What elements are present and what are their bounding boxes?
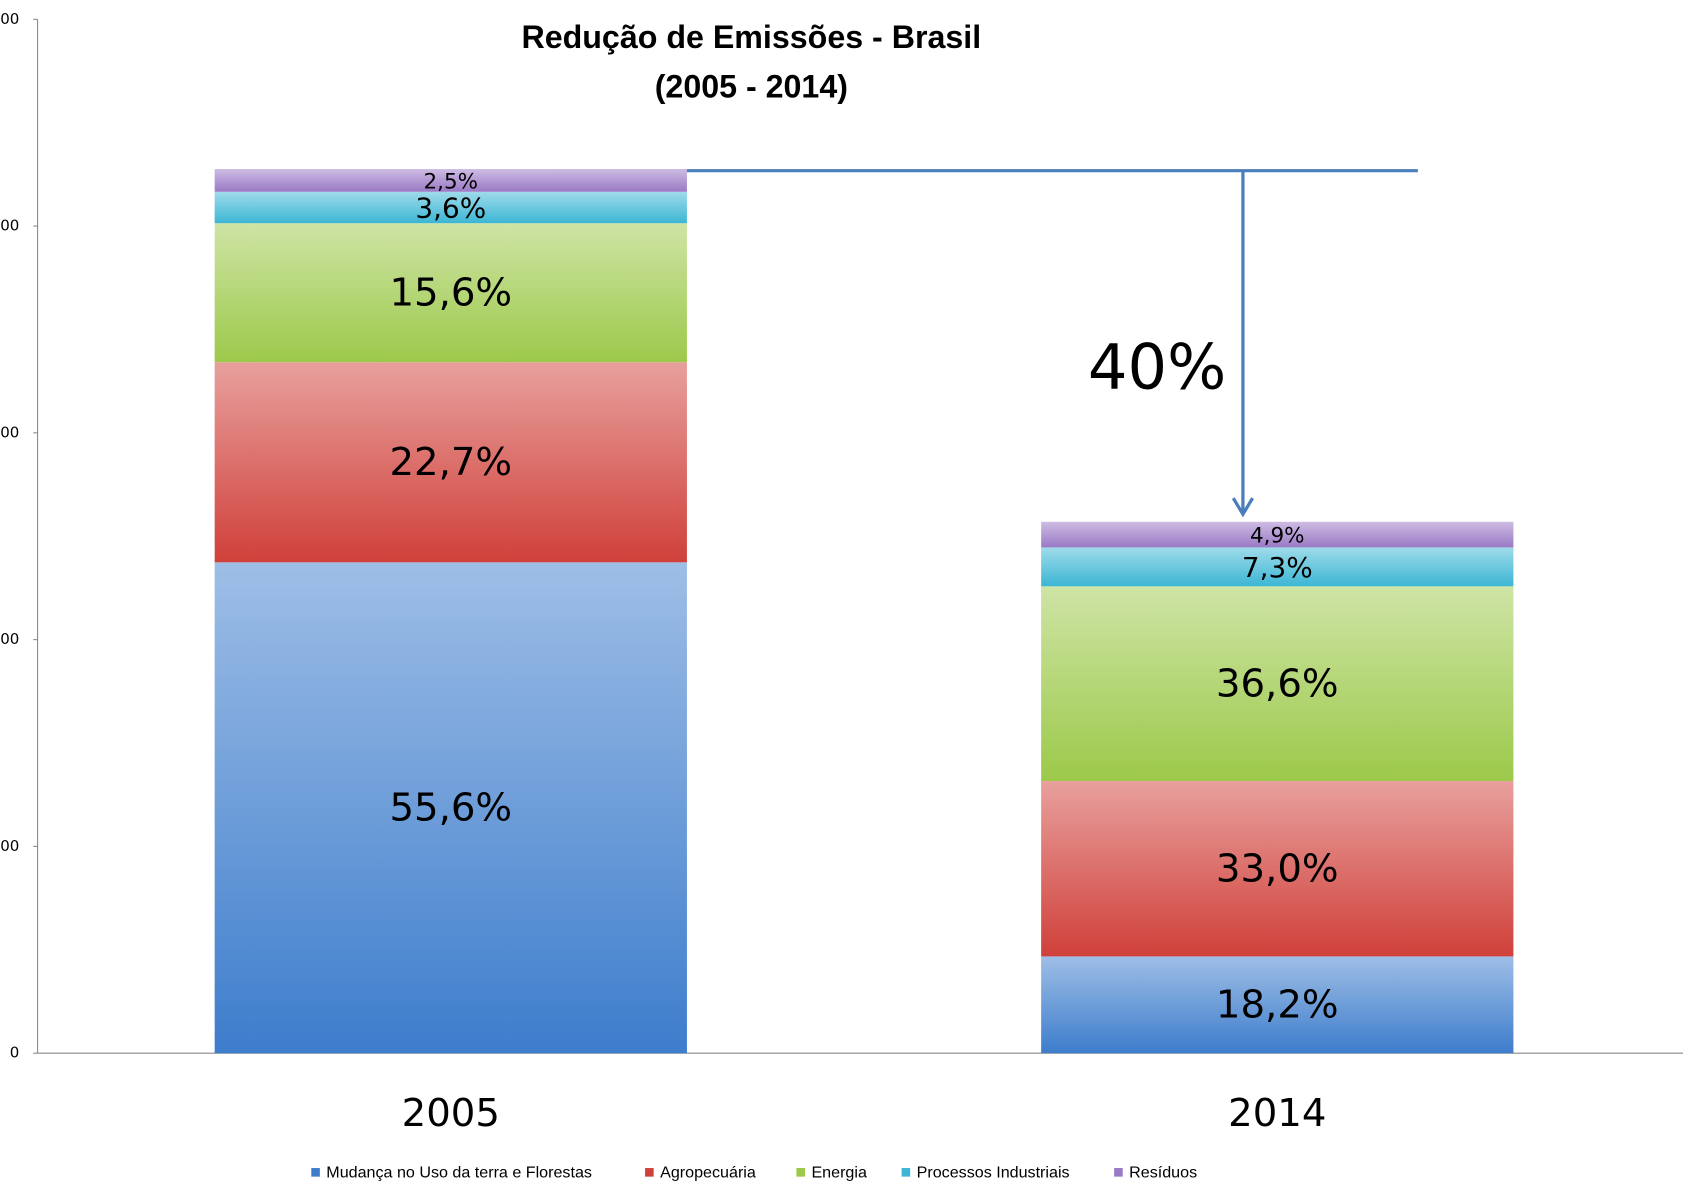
chart-title: Redução de Emissões - Brasil bbox=[521, 19, 981, 55]
x-tick-label: 2014 bbox=[1228, 1091, 1326, 1136]
arrow-head bbox=[1231, 497, 1254, 518]
bar-segment bbox=[1041, 956, 1514, 1054]
data-label: 4,9% bbox=[1250, 524, 1305, 549]
data-label: 15,6% bbox=[389, 270, 512, 315]
bar-segment bbox=[214, 169, 687, 192]
data-label: 33,0% bbox=[1216, 846, 1339, 891]
bar-segment bbox=[214, 223, 687, 363]
y-tick-label: 2000 bbox=[0, 217, 19, 235]
legend-swatch bbox=[901, 1168, 911, 1177]
data-label: 22,7% bbox=[389, 440, 512, 485]
bar-segment bbox=[1041, 781, 1514, 957]
y-tick-label: 500 bbox=[0, 837, 19, 855]
data-label: 18,2% bbox=[1216, 982, 1339, 1027]
legend-label: Resíduos bbox=[1129, 1164, 1197, 1182]
legend-label: Mudança no Uso da terra e Florestas bbox=[326, 1164, 592, 1182]
bar-segment bbox=[214, 362, 687, 563]
data-label: 55,6% bbox=[389, 785, 512, 830]
legend-label: Energia bbox=[811, 1164, 867, 1182]
bar-segment bbox=[214, 191, 687, 224]
chart-subtitle: (2005 - 2014) bbox=[655, 69, 848, 105]
legend-label: Agropecuária bbox=[660, 1164, 756, 1182]
legend-label: Processos Industriais bbox=[917, 1164, 1070, 1182]
y-tick-label: 0 bbox=[10, 1044, 20, 1062]
data-label: 7,3% bbox=[1242, 551, 1313, 584]
bar-segment bbox=[214, 562, 687, 1054]
x-tick-label: 2005 bbox=[402, 1091, 500, 1136]
legend-swatch bbox=[311, 1168, 320, 1177]
data-label: 36,6% bbox=[1216, 661, 1339, 706]
annotation: 40% bbox=[1088, 331, 1226, 404]
legend-swatch bbox=[1114, 1168, 1123, 1177]
legend-swatch bbox=[645, 1168, 654, 1177]
data-label: 2,5% bbox=[424, 170, 479, 195]
y-tick-label: 1500 bbox=[0, 423, 19, 441]
bar-segment bbox=[1041, 547, 1514, 587]
bar-segment bbox=[1041, 586, 1514, 782]
data-label: 3,6% bbox=[415, 192, 486, 225]
reduction-arrow bbox=[554, 169, 1418, 518]
bar-segment bbox=[1041, 521, 1514, 548]
y-tick-label: 1000 bbox=[0, 630, 19, 648]
legend-swatch bbox=[796, 1168, 806, 1177]
y-tick-label: 2500 bbox=[0, 10, 19, 28]
